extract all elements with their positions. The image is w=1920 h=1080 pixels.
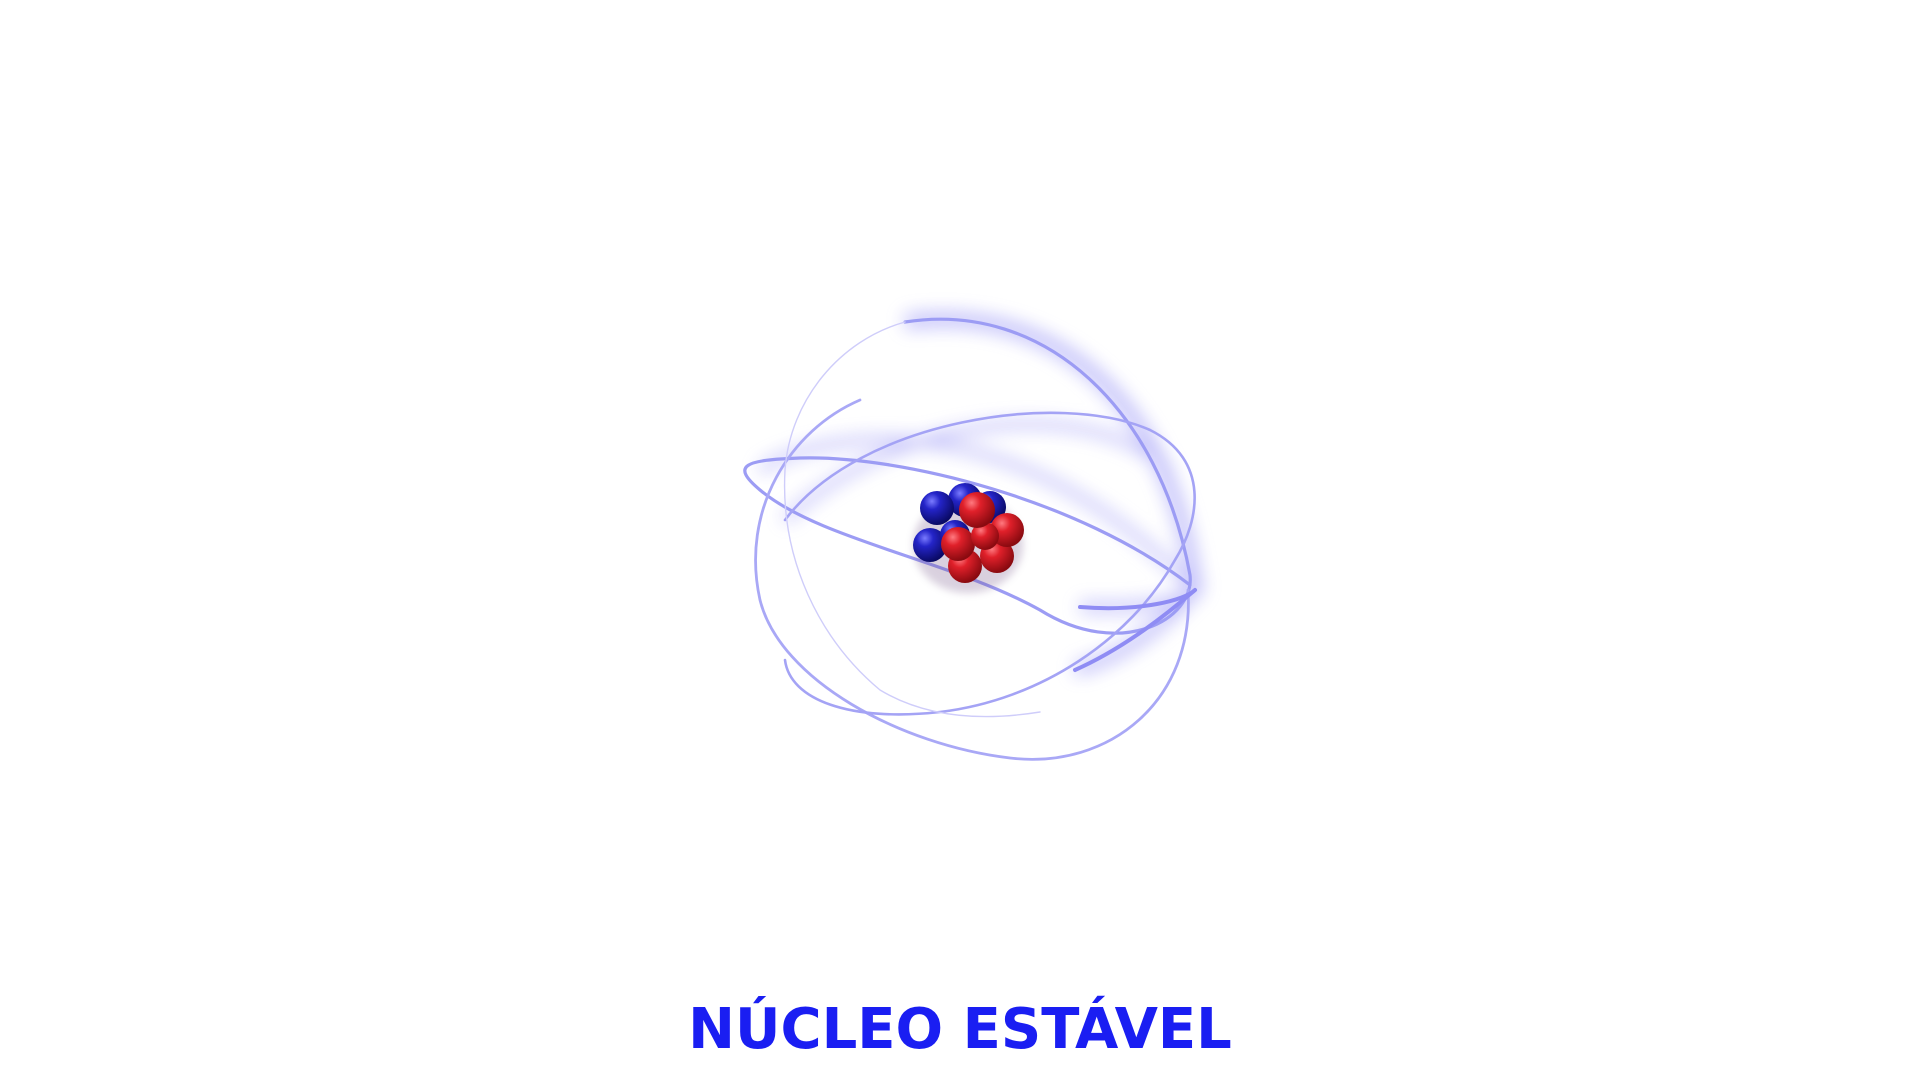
orbit-glow-5 (782, 420, 1173, 523)
neutron (920, 491, 954, 525)
orbit-tail-1 (1073, 588, 1197, 672)
diagram-caption: NÚCLEO ESTÁVEL (688, 997, 1232, 1062)
orbit-d (783, 321, 1041, 718)
orbit-tail-2 (1078, 588, 1197, 611)
proton (959, 492, 995, 528)
proton (971, 522, 999, 550)
proton (941, 527, 975, 561)
orbit-b (754, 398, 1190, 761)
orbit-c (783, 411, 1196, 716)
nucleus (913, 483, 1024, 593)
neutron (913, 528, 947, 562)
